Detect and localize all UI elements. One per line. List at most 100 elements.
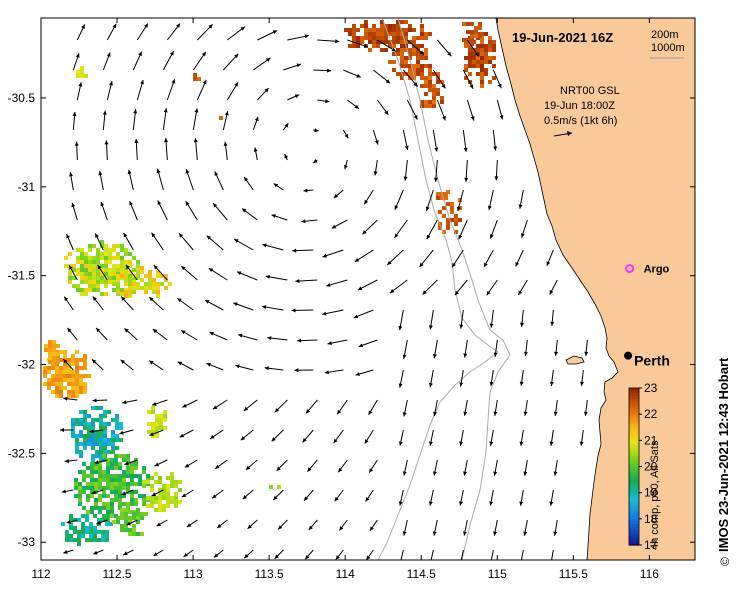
sst-pixel: [158, 480, 162, 484]
sst-pixel: [77, 534, 81, 538]
sst-pixel: [47, 366, 51, 370]
sst-pixel: [75, 394, 79, 398]
sst-pixel: [166, 484, 170, 488]
sst-pixel: [404, 56, 408, 60]
sst-pixel: [147, 422, 151, 426]
sst-pixel: [82, 490, 86, 494]
sst-pixel: [488, 40, 492, 44]
sst-pixel: [132, 282, 136, 286]
sst-pixel: [392, 24, 396, 28]
sst-pixel: [488, 44, 492, 48]
sst-pixel: [162, 484, 166, 488]
sst-pixel: [98, 486, 102, 490]
sst-pixel: [86, 498, 90, 502]
sst-pixel: [95, 454, 99, 458]
sst-pixel: [63, 378, 67, 382]
sst-pixel: [404, 60, 408, 64]
sst-pixel: [150, 484, 154, 488]
sst-pixel: [151, 410, 155, 414]
sst-pixel: [400, 56, 404, 60]
sst-pixel: [74, 486, 78, 490]
sst-pixel: [75, 362, 79, 366]
sst-pixel: [84, 252, 88, 256]
sst-pixel: [158, 504, 162, 508]
sst-pixel: [122, 482, 126, 486]
sst-pixel: [163, 414, 167, 418]
sst-pixel: [84, 74, 88, 78]
sst-pixel: [416, 68, 420, 72]
sst-pixel: [83, 386, 87, 390]
sst-pixel: [174, 500, 178, 504]
sst-pixel: [424, 64, 428, 68]
sst-pixel: [111, 434, 115, 438]
sst-pixel: [74, 482, 78, 486]
sst-pixel: [120, 512, 124, 516]
sst-pixel: [99, 442, 103, 446]
sst-pixel: [154, 472, 158, 476]
sst-pixel: [84, 264, 88, 268]
sst-pixel: [166, 500, 170, 504]
sst-pixel: [71, 386, 75, 390]
sst-pixel: [76, 272, 80, 276]
sst-pixel: [166, 488, 170, 492]
sst-pixel: [96, 260, 100, 264]
sst-pixel: [69, 514, 73, 518]
sst-pixel: [110, 502, 114, 506]
sst-pixel: [132, 528, 136, 532]
sst-pixel: [476, 64, 480, 68]
sst-pixel: [83, 442, 87, 446]
sst-pixel: [104, 268, 108, 272]
sst-pixel: [372, 24, 376, 28]
sst-pixel: [436, 92, 440, 96]
sst-pixel: [76, 288, 80, 292]
sst-pixel: [454, 218, 458, 222]
sst-pixel: [90, 470, 94, 474]
sst-pixel: [126, 502, 130, 506]
sst-pixel: [87, 442, 91, 446]
sst-pixel: [134, 482, 138, 486]
sst-pixel: [92, 268, 96, 272]
sst-pixel: [162, 492, 166, 496]
sst-pixel: [88, 272, 92, 276]
sst-pixel: [55, 370, 59, 374]
sst-pixel: [420, 72, 424, 76]
sst-pixel: [106, 470, 110, 474]
sst-pixel: [103, 438, 107, 442]
sst-pixel: [55, 394, 59, 398]
sst-pixel: [156, 286, 160, 290]
sst-pixel: [96, 248, 100, 252]
sst-pixel: [84, 260, 88, 264]
sst-pixel: [83, 382, 87, 386]
sst-pixel: [492, 40, 496, 44]
sst-pixel: [80, 256, 84, 260]
sst-pixel: [352, 36, 356, 40]
sst-pixel: [154, 508, 158, 512]
sst-pixel: [360, 24, 364, 28]
sst-pixel: [84, 288, 88, 292]
sst-pixel: [114, 458, 118, 462]
sst-pixel: [368, 36, 372, 40]
sst-pixel: [480, 48, 484, 52]
isobath-label-1000m: 1000m: [651, 42, 685, 54]
sst-pixel: [110, 482, 114, 486]
sst-pixel: [380, 32, 384, 36]
sst-pixel: [147, 410, 151, 414]
sst-pixel: [468, 64, 472, 68]
sst-pixel: [81, 514, 85, 518]
sst-pixel: [126, 474, 130, 478]
sst-pixel: [428, 84, 432, 88]
sst-pixel: [83, 422, 87, 426]
sst-pixel: [111, 430, 115, 434]
sst-pixel: [83, 410, 87, 414]
sst-pixel: [472, 52, 476, 56]
sst-pixel: [372, 28, 376, 32]
sst-pixel: [51, 382, 55, 386]
sst-pixel: [75, 366, 79, 370]
sst-pixel: [412, 28, 416, 32]
sst-pixel: [424, 104, 428, 108]
sst-pixel: [94, 470, 98, 474]
sst-pixel: [94, 486, 98, 490]
sst-pixel: [90, 474, 94, 478]
sst-pixel: [476, 44, 480, 48]
sst-pixel: [142, 502, 146, 506]
